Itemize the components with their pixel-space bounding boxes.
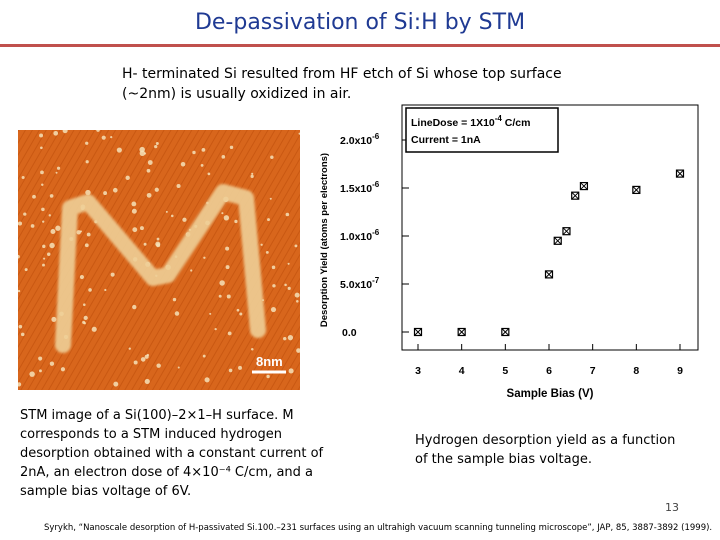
data-point — [457, 327, 466, 337]
chart-caption: Hydrogen desorption yield as a function … — [415, 433, 676, 467]
hydrogen-desorption-m — [55, 184, 266, 353]
svg-text:LineDose = 1X10-4 C/cm: LineDose = 1X10-4 C/cm — [411, 114, 530, 129]
x-tick-label: 7 — [590, 365, 596, 377]
slide-title: De-passivation of Si:H by STM — [194, 10, 526, 35]
y-tick-label: 1.0x10-6 — [340, 228, 380, 243]
x-tick-label: 3 — [415, 365, 421, 377]
legend-line-dose: LineDose = 1X10 — [411, 117, 495, 129]
x-tick-label: 8 — [633, 365, 639, 377]
data-point — [632, 185, 641, 195]
stm-caption: STM image of a Si(100)–2×1–H surface. M … — [20, 408, 324, 499]
reference-citation: Syrykh, “Nanoscale desorption of H-passi… — [44, 523, 713, 533]
y-tick-label: 1.5x10-6 — [340, 180, 380, 195]
data-point — [579, 181, 589, 191]
intro-text: H- terminated Si resulted from HF etch o… — [122, 66, 562, 102]
y-tick-label: 2.0x10-6 — [340, 132, 380, 147]
desorption-chart: Desorption Yield (atoms per electrons) 2… — [319, 104, 699, 400]
data-point — [553, 236, 562, 245]
data-point — [571, 191, 580, 200]
legend-line-dose-unit: C/cm — [502, 117, 531, 129]
y-axis-label: Desorption Yield (atoms per electrons) — [319, 153, 330, 327]
x-tick-label: 5 — [502, 365, 508, 377]
data-point — [675, 169, 685, 178]
data-point — [501, 327, 510, 337]
data-point — [413, 327, 423, 337]
plot-frame — [401, 104, 699, 351]
y-axis-label-group: Desorption Yield (atoms per electrons) — [319, 153, 330, 327]
title-divider — [0, 44, 720, 47]
x-axis-label: Sample Bias (V) — [507, 388, 594, 400]
data-point — [544, 270, 554, 279]
scale-label: 8nm — [256, 354, 283, 369]
legend-box: LineDose = 1X10-4 C/cm Current = 1nA — [405, 107, 559, 153]
stm-image: 8nm — [18, 130, 300, 390]
x-tick-label: 9 — [677, 365, 683, 377]
legend-current: Current = 1nA — [411, 134, 481, 146]
y-tick-label: 0.0 — [342, 327, 357, 339]
y-tick-label: 5.0x10-7 — [340, 276, 380, 291]
page-number: 13 — [665, 501, 679, 514]
data-point — [562, 227, 571, 236]
legend-line-dose-exp: -4 — [495, 114, 503, 123]
x-tick-label: 4 — [459, 365, 465, 377]
x-tick-label: 6 — [546, 365, 552, 377]
